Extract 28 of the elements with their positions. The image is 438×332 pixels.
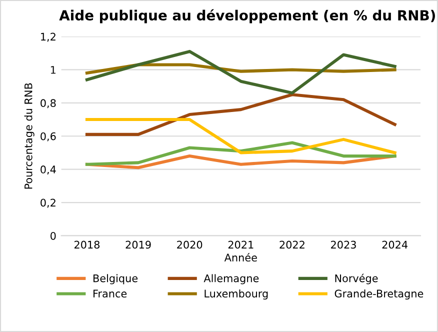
x-tick-label: 2022 <box>280 240 304 249</box>
line-series <box>85 93 396 136</box>
y-tick-label: 0,4 <box>40 166 56 174</box>
chart-title: Aide publique au développement (en % du RNB) <box>59 9 435 24</box>
legend-label: Luxembourg <box>204 289 268 300</box>
line-series <box>85 141 396 166</box>
legend-label: France <box>94 290 127 298</box>
y-tick-label: 1 <box>50 66 56 74</box>
legend-label: Grande-Bretagne <box>334 289 424 300</box>
x-tick-label: 2023 <box>331 240 356 249</box>
y-tick-label: 0,2 <box>40 198 56 208</box>
y-tick-label: 1,2 <box>41 32 56 42</box>
legend-label: Allemagne <box>204 274 259 284</box>
x-tick-label: 2020 <box>177 240 202 249</box>
x-tick-label: 2024 <box>382 240 408 249</box>
line-series <box>85 118 396 154</box>
x-tick-label: 2021 <box>228 240 254 249</box>
x-tick-label: 2018 <box>74 240 100 249</box>
line-series <box>85 154 396 170</box>
legend-label: Norvége <box>335 274 378 284</box>
x-axis-title: Année <box>224 253 257 262</box>
y-tick-label: 0,6 <box>40 132 56 142</box>
y-axis-title: Pourcentage du RNB <box>24 83 34 189</box>
x-tick-label: 2019 <box>126 240 151 249</box>
y-tick-label: 0 <box>50 232 56 240</box>
y-tick-label: 0,8 <box>40 99 56 108</box>
legend-label: Belgique <box>94 274 138 284</box>
line-series <box>85 50 396 94</box>
